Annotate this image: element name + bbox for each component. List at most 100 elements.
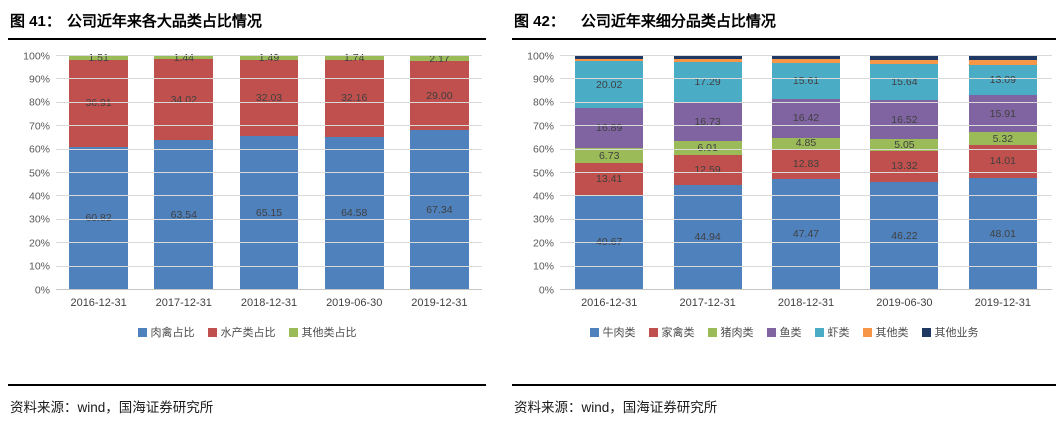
legend-item-虾类: 虾类 (814, 324, 850, 340)
y-axis: 0% 10% 20% 30% 40% 50% 60% 70% 80% 90% 100% (516, 51, 560, 295)
bar-slot: 63.54 34.02 1.44 (141, 52, 226, 290)
gridline (56, 195, 482, 197)
y-axis-tick-label: 100% (527, 49, 554, 62)
y-axis-tick-label: 0% (538, 283, 554, 296)
bar-segment-虾类: 17.29 (673, 61, 742, 103)
bars-container: 40.67 13.41 6.73 16.89 20.02 44.94 12.59 6.01 16… (560, 56, 1052, 290)
bar-segment-肉禽占比: 65.15 (239, 135, 299, 290)
legend-swatch-icon (207, 327, 217, 337)
bar-segment-value: 14.01 (989, 155, 1016, 168)
bar-segment-猪肉类: 4.85 (772, 136, 840, 149)
bar-segment-其他业务 (673, 56, 742, 59)
bar-segment-value: 4.85 (795, 136, 817, 149)
figure-41: 图 41： 公司近年来各大品类占比情况 0% 10% 20% 30% 40% 50% 60%… (8, 6, 486, 428)
legend-item-家禽类: 家禽类 (648, 324, 695, 340)
legend-swatch-icon (921, 327, 931, 337)
bar-segment-value: 12.83 (792, 157, 820, 170)
bar-segment-其他类 (772, 59, 840, 63)
legend-swatch-icon (766, 327, 776, 337)
x-axis-category-label: 2019-06-30 (876, 297, 933, 309)
y-axis-tick-label: 50% (532, 166, 554, 179)
x-axis-category-label: 2018-12-31 (240, 297, 298, 309)
bar-segment-牛肉类: 46.22 (870, 181, 939, 290)
bar-segment-其他类占比: 1.49 (239, 53, 299, 63)
bar-segment-水产类占比: 32.16 (324, 60, 384, 137)
stacked-bar: 64.58 32.16 1.74 (324, 53, 384, 290)
legend-swatch-icon (814, 327, 824, 337)
gridline (56, 172, 482, 173)
bar-segment-value: 16.89 (596, 121, 623, 134)
legend-swatch-icon (288, 327, 298, 337)
legend-label: 水产类占比 (220, 327, 276, 339)
bar-segment-value: 65.15 (255, 206, 283, 219)
x-axis-spacer (516, 297, 560, 309)
gridline (560, 265, 1052, 267)
bar-slot: 44.94 12.59 6.01 16.73 17.29 (658, 56, 756, 290)
bar-segment-value: 36.91 (85, 96, 112, 109)
bar-segment-猪肉类: 6.01 (673, 141, 742, 156)
bar-segment-value: 63.54 (170, 208, 197, 221)
bar-segment-虾类: 20.02 (575, 61, 644, 109)
legend-swatch-icon (589, 327, 599, 337)
bar-segment-水产类占比: 29.00 (410, 61, 469, 131)
bar-segment-value: 13.41 (596, 172, 623, 185)
y-axis-tick-label: 40% (28, 190, 50, 203)
stacked-bar: 48.01 14.01 5.32 15.91 13.09 (968, 56, 1037, 290)
figure-42-chart: 0% 10% 20% 30% 40% 50% 60% 70% 80% 90% 100% 40.67 1… (512, 51, 1056, 340)
bar-segment-value: 29.00 (426, 89, 453, 102)
legend-label: 鱼类 (779, 327, 802, 339)
bar-segment-value: 1.51 (88, 51, 109, 64)
x-axis-category-label: 2017-12-31 (679, 297, 736, 309)
bar-slot: 64.58 32.16 1.74 (312, 53, 397, 290)
gridline (56, 148, 482, 150)
bar-segment-value: 44.94 (694, 231, 721, 244)
bar-slot: 60.82 36.91 1.51 (56, 51, 141, 290)
bar-segment-其他业务 (772, 56, 840, 60)
y-axis-tick-label: 40% (532, 190, 554, 203)
legend: 牛肉类 家禽类 猪肉类 鱼类 虾类 其他类 其他业务 (516, 324, 1052, 340)
bar-segment-鱼类: 15.91 (968, 95, 1037, 133)
bar-segment-value: 17.29 (694, 75, 721, 88)
bar-segment-value: 40.67 (596, 236, 623, 249)
plot-area: 40.67 13.41 6.73 16.89 20.02 44.94 12.59 6.01 16… (560, 55, 1052, 290)
bar-segment-value: 64.58 (341, 207, 368, 220)
bar-segment-肉禽占比: 67.34 (410, 130, 469, 290)
bar-segment-水产类占比: 36.91 (69, 59, 128, 147)
bar-segment-其他类 (968, 60, 1037, 65)
figure-42-title-text: 公司近年来细分品类占比情况 (580, 13, 776, 30)
legend-swatch-icon (707, 327, 717, 337)
bar-segment-value: 15.91 (989, 107, 1016, 120)
bar-segment-家禽类: 13.32 (870, 150, 939, 182)
bar-segment-水产类占比: 32.03 (239, 59, 299, 136)
x-axis-category-label: 2017-12-31 (155, 297, 212, 309)
legend-item-其他类占比: 其他类占比 (288, 324, 357, 340)
bar-segment-value: 32.03 (255, 91, 283, 104)
gridline (560, 172, 1052, 173)
bar-segment-value: 34.02 (170, 93, 197, 106)
figure-41-chart: 0% 10% 20% 30% 40% 50% 60% 70% 80% 90% 100% 60.82 3… (8, 51, 486, 340)
gridline (56, 101, 482, 103)
gridline (560, 218, 1052, 220)
bar-segment-value: 2.17 (429, 52, 450, 65)
bar-segment-其他类 (575, 58, 644, 62)
legend-item-其他业务: 其他业务 (921, 324, 979, 340)
bar-segment-其他业务 (870, 56, 939, 60)
gridline (560, 55, 1052, 56)
figure-42-source: 资料来源：wind，国海证券研究所 (512, 384, 1056, 428)
y-axis-tick-label: 60% (532, 143, 554, 156)
figure-41-title: 图 41： 公司近年来各大品类占比情况 (8, 6, 486, 40)
bars-container: 60.82 36.91 1.51 63.54 34.02 1.44 65.15 32.03 1.… (56, 51, 482, 290)
stacked-bar: 47.47 12.83 4.85 16.42 15.61 (772, 56, 840, 290)
gridline (560, 289, 1052, 290)
gridline (560, 242, 1052, 244)
y-axis: 0% 10% 20% 30% 40% 50% 60% 70% 80% 90% 100% (12, 51, 56, 295)
legend-swatch-icon (648, 327, 658, 337)
bar-segment-家禽类: 12.83 (772, 148, 840, 179)
figure-41-title-text: 公司近年来各大品类占比情况 (66, 13, 262, 30)
x-axis-category-label: 2016-12-31 (581, 297, 638, 309)
legend-label: 其他类 (875, 327, 909, 339)
gridline (56, 78, 482, 80)
stacked-bar: 65.15 32.03 1.49 (239, 53, 299, 290)
stacked-bar: 46.22 13.32 5.05 16.52 15.64 (870, 56, 939, 290)
gridline (560, 78, 1052, 80)
